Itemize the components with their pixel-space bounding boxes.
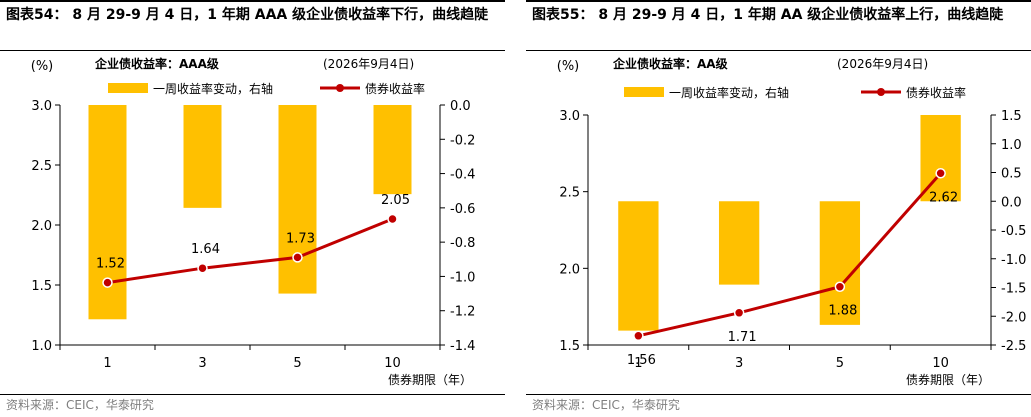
yield-line	[107, 217, 394, 285]
right-tick-label: 0.0	[450, 99, 471, 114]
right-tick-label: 1.0	[1001, 138, 1022, 153]
x-tick-label: 3	[198, 356, 206, 371]
right-tick-label: -1.5	[1001, 282, 1026, 297]
chart-subtitle: 企业债收益率：AA级	[612, 56, 728, 71]
data-label: 1.56	[627, 353, 656, 368]
bottom-rule	[0, 394, 505, 395]
yield-point-5	[292, 252, 303, 263]
x-tick-label: 3	[735, 356, 743, 371]
left-tick-label: 2.5	[559, 186, 580, 201]
chart-panel-aaa: 图表54： 8 月 29-9 月 4 日，1 年期 AAA 级企业债收益率下行，…	[0, 0, 505, 417]
left-axis-unit: (%)	[557, 59, 580, 74]
date-note: (2026年9月4日)	[837, 57, 928, 71]
data-label: 1.52	[96, 257, 125, 272]
x-tick-label: 5	[836, 356, 844, 371]
right-tick-label: 0.5	[1001, 167, 1022, 182]
bottom-rule	[526, 394, 1031, 395]
yield-point-10	[387, 213, 398, 225]
bar-10	[373, 105, 412, 195]
figure-title: 图表55： 8 月 29-9 月 4 日，1 年期 AA 级企业债收益率上行，曲…	[532, 7, 1004, 23]
right-tick-label: -1.0	[1001, 253, 1026, 268]
title-rule	[526, 50, 1031, 51]
chart-svg: 企业债收益率：AAA级 (2026年9月4日) (%) 一周收益率变动，右轴 债券收益率…	[31, 56, 476, 387]
data-label: 1.64	[191, 242, 220, 257]
x-tick-label: 5	[293, 356, 301, 371]
date-note: (2026年9月4日)	[323, 57, 414, 71]
chart-svg: 企业债收益率：AA级 (2026年9月4日) (%) 一周收益率变动，右轴 债券收益率 1…	[557, 56, 1027, 387]
bar-3	[718, 201, 760, 285]
legend-bar-swatch	[108, 83, 148, 93]
top-rule	[526, 0, 1031, 2]
left-tick-label: 1.0	[31, 339, 52, 354]
right-tick-label: -2.0	[1001, 310, 1026, 325]
x-tick-label: 1	[103, 356, 111, 371]
bar-5	[278, 105, 317, 294]
right-tick-label: -1.0	[450, 270, 475, 285]
bar-5	[819, 201, 861, 325]
top-rule	[0, 0, 505, 2]
left-tick-label: 2.5	[31, 159, 52, 174]
left-tick-label: 2.0	[31, 219, 52, 234]
yield-point-5	[834, 281, 846, 292]
bar-3	[183, 105, 222, 208]
right-tick-label: -1.4	[450, 339, 475, 354]
left-axis-unit: (%)	[31, 59, 54, 74]
left-tick-label: 1.5	[31, 279, 52, 294]
yield-point-1	[633, 330, 644, 342]
data-label: 1.88	[828, 304, 857, 319]
right-tick-label: -2.5	[1001, 339, 1026, 354]
right-tick-label: -0.8	[450, 236, 475, 251]
legend-bar-label: 一周收益率变动，右轴	[669, 85, 789, 100]
data-label: 1.71	[728, 330, 757, 345]
right-tick-label: -0.4	[450, 168, 475, 183]
source-note: 资料来源：CEIC，华泰研究	[6, 398, 154, 412]
legend-line-marker	[336, 84, 344, 92]
right-tick-label: -1.2	[450, 305, 475, 320]
data-label: 2.62	[929, 190, 958, 205]
data-label: 2.05	[381, 193, 410, 208]
yield-line	[638, 172, 942, 338]
title-rule	[0, 50, 505, 51]
left-tick-label: 1.5	[559, 339, 580, 354]
right-tick-label: -0.6	[450, 202, 475, 217]
left-tick-label: 3.0	[31, 99, 52, 114]
yield-point-10	[935, 168, 946, 179]
yield-point-3	[733, 307, 745, 319]
legend-bar-label: 一周收益率变动，右轴	[153, 81, 273, 96]
left-tick-label: 2.0	[559, 262, 580, 277]
data-label: 1.73	[286, 231, 315, 246]
right-tick-label: 1.5	[1001, 109, 1022, 124]
chart-subtitle: 企业债收益率：AAA级	[94, 56, 219, 71]
legend-line-marker	[877, 88, 885, 96]
yield-point-1	[102, 277, 113, 288]
x-tick-label: 10	[932, 356, 949, 371]
x-tick-label: 10	[384, 356, 401, 371]
left-tick-label: 3.0	[559, 109, 580, 124]
legend-line-label: 债券收益率	[906, 85, 966, 100]
x-tick-label: 1	[634, 356, 642, 371]
bar-1	[618, 201, 659, 331]
x-axis-label: 债券期限（年）	[906, 372, 990, 387]
legend-bar-swatch	[624, 87, 664, 97]
legend-line-label: 债券收益率	[365, 81, 425, 96]
yield-point-3	[197, 262, 208, 274]
right-tick-label: 0.0	[1001, 195, 1022, 210]
figure-title: 图表54： 8 月 29-9 月 4 日，1 年期 AAA 级企业债收益率下行，…	[6, 7, 489, 23]
chart-panel-aa: 图表55： 8 月 29-9 月 4 日，1 年期 AA 级企业债收益率上行，曲…	[526, 0, 1031, 417]
right-tick-label: -0.2	[450, 133, 475, 148]
right-tick-label: -0.5	[1001, 224, 1026, 239]
source-note: 资料来源：CEIC，华泰研究	[532, 398, 680, 412]
x-axis-label: 债券期限（年）	[388, 372, 472, 387]
